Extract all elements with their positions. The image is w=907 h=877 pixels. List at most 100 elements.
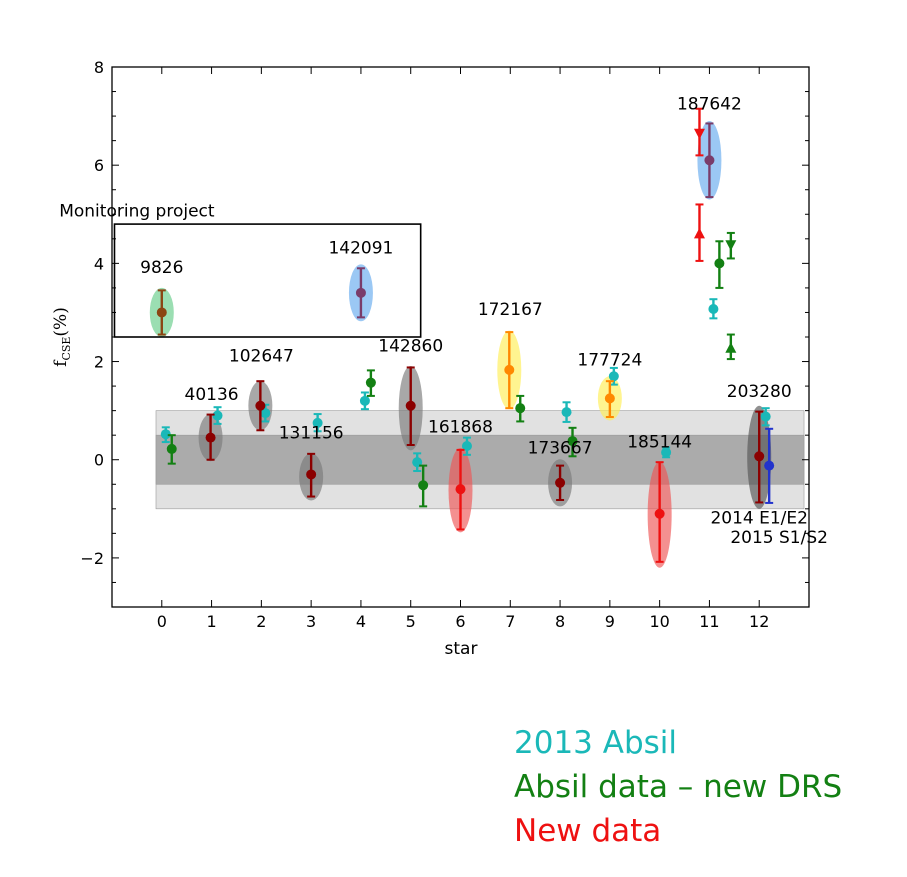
x-tick-label: 12	[749, 612, 769, 631]
point-marker	[754, 451, 765, 462]
x-tick-label: 11	[699, 612, 719, 631]
y-tick-label: 8	[94, 58, 104, 77]
data-point	[212, 406, 223, 425]
point-marker	[156, 307, 167, 318]
annotation-label: 185144	[627, 432, 692, 452]
point-marker	[418, 480, 429, 491]
point-marker	[260, 408, 271, 419]
annotation-label: 203280	[727, 382, 792, 402]
data-point	[708, 298, 719, 320]
annotation-layer: Monitoring project 9826 142091 102647 142860…	[59, 95, 828, 548]
annotation-label: 142091	[328, 239, 393, 259]
legend-item-absil-new-drs: Absil data – new DRS	[514, 772, 842, 803]
annotation-label: 172167	[478, 300, 543, 320]
data-point	[754, 410, 765, 504]
x-tick-label: 7	[505, 612, 515, 631]
monitoring-box-layer	[113, 223, 422, 338]
annotation-label: 187642	[677, 95, 742, 115]
point-marker	[515, 403, 526, 414]
legend-item-new-data: New data	[514, 816, 661, 847]
triangle-up-marker	[693, 227, 705, 239]
data-point	[555, 464, 566, 501]
data-point	[604, 380, 615, 419]
x-tick-label: 4	[356, 612, 366, 631]
x-tick-label: 1	[206, 612, 216, 631]
data-point	[654, 461, 665, 563]
triangle-up-marker	[725, 342, 737, 353]
point-marker	[708, 304, 719, 315]
annotation-label: Monitoring project	[59, 202, 215, 222]
data-point	[693, 107, 705, 157]
point-marker	[312, 417, 323, 428]
annotation-label: 131156	[279, 424, 344, 444]
annotation-label: 102647	[229, 347, 294, 367]
band-1	[155, 434, 805, 485]
point-marker	[355, 287, 366, 298]
data-point	[455, 448, 466, 531]
point-marker	[455, 484, 466, 495]
legend-label: New data	[514, 813, 662, 849]
point-marker	[764, 460, 775, 471]
x-tick-label: 2	[256, 612, 266, 631]
data-point	[461, 436, 472, 456]
data-point	[312, 413, 323, 433]
y-tick-label: 2	[94, 353, 104, 372]
y-tick-label: 6	[94, 156, 104, 175]
point-marker	[704, 155, 715, 166]
x-tick-label: 6	[455, 612, 465, 631]
annotation-label: 173667	[528, 438, 593, 458]
point-marker	[166, 443, 177, 454]
point-marker	[212, 410, 223, 421]
point-marker	[567, 436, 578, 447]
point-marker	[365, 377, 376, 388]
annotation-label: 161868	[428, 418, 493, 438]
annotation-label: 40136	[185, 385, 239, 405]
data-point	[714, 240, 725, 289]
errorbar-layer	[156, 107, 775, 563]
data-point	[760, 407, 771, 427]
data-point	[359, 391, 370, 411]
point-marker	[306, 469, 317, 480]
data-point	[306, 452, 317, 498]
y-axis-label-sub: CSE	[60, 337, 73, 361]
x-tick-label: 0	[157, 612, 167, 631]
x-tick-label: 8	[555, 612, 565, 631]
annotation-label: 2015 S1/S2	[730, 528, 828, 548]
point-marker	[205, 432, 216, 443]
data-point	[515, 394, 526, 423]
point-marker	[255, 400, 266, 411]
point-marker	[555, 477, 566, 488]
x-tick-label: 10	[649, 612, 669, 631]
data-point	[405, 366, 416, 446]
data-point	[160, 426, 171, 444]
data-point	[725, 333, 737, 361]
data-point	[693, 203, 705, 262]
legend-item-2013-absil: 2013 Absil	[514, 728, 677, 759]
point-marker	[160, 429, 171, 440]
data-point	[704, 122, 715, 199]
triangle-down-marker	[725, 240, 737, 251]
point-marker	[654, 508, 665, 519]
data-point	[166, 434, 177, 465]
legend-label: 2013 Absil	[514, 725, 678, 761]
point-marker	[504, 364, 515, 375]
data-point	[725, 231, 737, 260]
data-point	[156, 289, 167, 336]
data-point	[355, 267, 366, 319]
data-point	[205, 413, 216, 461]
point-marker	[760, 411, 771, 422]
data-point	[764, 427, 775, 504]
monitoring-box	[113, 223, 422, 338]
y-axis-label-main: f	[51, 359, 71, 367]
y-tick-label: 0	[94, 451, 104, 470]
point-marker	[714, 258, 725, 269]
point-marker	[608, 371, 619, 382]
point-marker	[461, 440, 472, 451]
point-marker	[561, 407, 572, 418]
x-tick-label: 9	[605, 612, 615, 631]
data-point	[365, 369, 376, 397]
triangle-down-marker	[693, 128, 705, 140]
x-tick-label: 3	[306, 612, 316, 631]
